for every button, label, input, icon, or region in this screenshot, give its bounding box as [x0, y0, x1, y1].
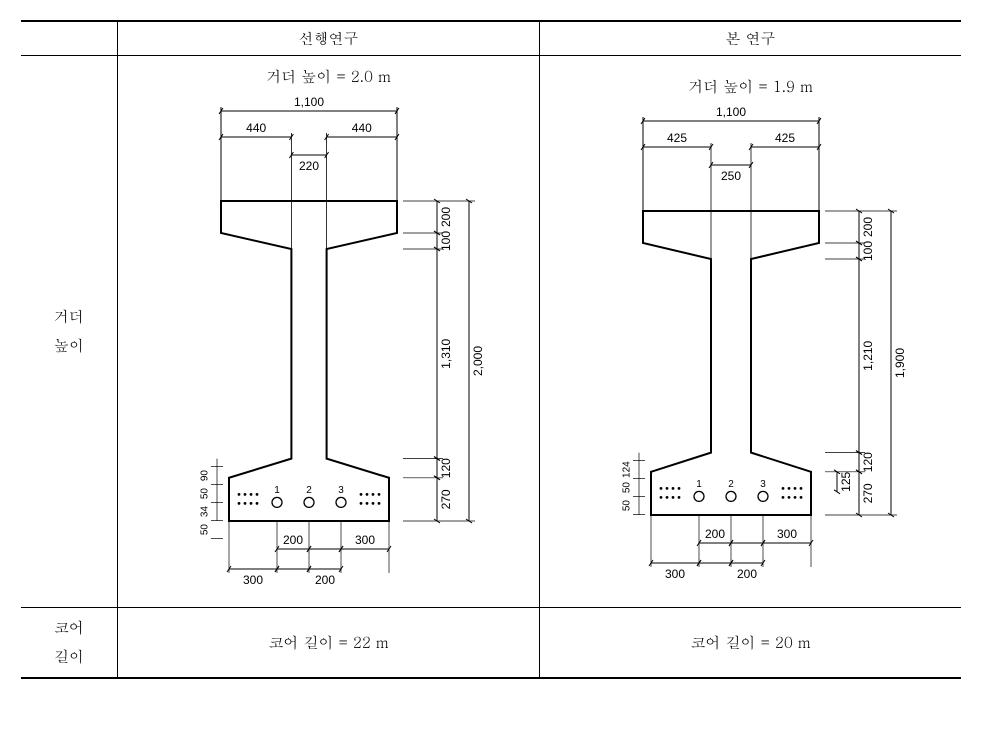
- comparison-table: 선행연구 본 연구 거더 높이 거더 높이 = 2.0 m 1,100 440 44…: [21, 20, 961, 679]
- svg-text:220: 220: [298, 159, 318, 173]
- svg-text:3: 3: [338, 485, 344, 496]
- svg-text:1,210: 1,210: [861, 340, 875, 370]
- svg-text:1: 1: [274, 485, 280, 496]
- svg-text:120: 120: [861, 452, 875, 472]
- svg-text:300: 300: [354, 533, 374, 547]
- girder-a-diagram: 1,100 440 440 220 200 100 1,310 120 270 2,000 200 3…: [139, 91, 519, 601]
- svg-text:425: 425: [666, 131, 686, 145]
- svg-text:300: 300: [664, 567, 684, 581]
- svg-text:100: 100: [439, 231, 453, 251]
- svg-text:200: 200: [736, 567, 756, 581]
- svg-text:300: 300: [242, 573, 262, 587]
- row2-label-l1: 코어: [54, 617, 84, 638]
- svg-text:90: 90: [199, 470, 210, 482]
- svg-text:200: 200: [282, 533, 302, 547]
- svg-text:250: 250: [720, 169, 740, 183]
- svg-text:50: 50: [621, 482, 632, 494]
- row2-label: 코어 길이: [21, 608, 118, 679]
- girder-b-title: 거더 높이 = 1.9 m: [544, 76, 957, 97]
- row1-label-l1: 거더: [54, 306, 84, 327]
- svg-text:120: 120: [439, 458, 453, 478]
- svg-text:2,000: 2,000: [471, 346, 485, 376]
- cell-core-b: 코어 길이 = 20 m: [540, 608, 961, 679]
- row1-label: 거더 높이: [21, 56, 118, 608]
- cell-girder-b: 거더 높이 = 1.9 m 1,1004254252502001001,2101…: [540, 56, 961, 608]
- svg-text:300: 300: [776, 527, 796, 541]
- svg-text:1: 1: [696, 479, 702, 490]
- svg-text:1,900: 1,900: [893, 348, 907, 378]
- svg-text:270: 270: [439, 489, 453, 509]
- cell-core-a: 코어 길이 = 22 m: [118, 608, 540, 679]
- svg-text:200: 200: [704, 527, 724, 541]
- svg-text:100: 100: [861, 241, 875, 261]
- svg-text:2: 2: [728, 479, 734, 490]
- svg-text:200: 200: [314, 573, 334, 587]
- row2-label-l2: 길이: [54, 646, 84, 667]
- svg-text:200: 200: [439, 207, 453, 227]
- svg-text:50: 50: [199, 524, 210, 536]
- svg-text:1,100: 1,100: [715, 105, 745, 119]
- svg-text:270: 270: [861, 483, 875, 503]
- svg-text:200: 200: [861, 217, 875, 237]
- svg-text:50: 50: [621, 500, 632, 512]
- svg-text:3: 3: [760, 479, 766, 490]
- svg-text:1,310: 1,310: [439, 338, 453, 368]
- girder-a-title: 거더 높이 = 2.0 m: [122, 66, 535, 87]
- svg-text:2: 2: [306, 485, 312, 496]
- svg-text:440: 440: [246, 121, 266, 135]
- svg-text:125: 125: [839, 471, 853, 491]
- svg-text:425: 425: [774, 131, 794, 145]
- row1-label-l2: 높이: [54, 335, 84, 356]
- svg-text:124: 124: [621, 461, 632, 478]
- cell-girder-a: 거더 높이 = 2.0 m 1,1004404402202001001,3101…: [118, 56, 540, 608]
- header-col2: 본 연구: [540, 21, 961, 56]
- svg-text:50: 50: [199, 488, 210, 500]
- svg-text:34: 34: [199, 506, 210, 518]
- svg-text:1,100: 1,100: [293, 95, 323, 109]
- header-blank: [21, 21, 118, 56]
- girder-b-diagram: 1,1004254252502001001,2101202701251,9002…: [561, 101, 941, 591]
- svg-text:440: 440: [351, 121, 371, 135]
- header-col1: 선행연구: [118, 21, 540, 56]
